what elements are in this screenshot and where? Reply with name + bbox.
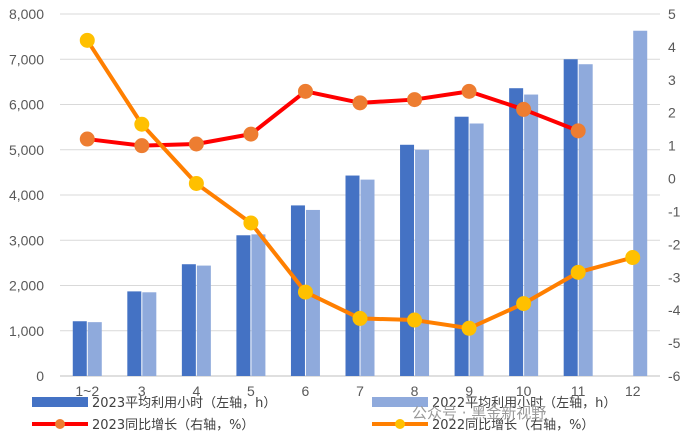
y-right-tick-label: 1 — [668, 138, 676, 154]
y-right-tick-label: -3 — [668, 269, 681, 285]
series-line — [85, 89, 581, 148]
bar — [290, 205, 305, 376]
legend: 2023平均利用小时（左轴，h） 2022平均利用小时（左轴，h） 2023同比增长… — [32, 396, 616, 433]
x-tick-label: 8 — [411, 383, 419, 399]
data-point — [407, 312, 423, 328]
x-tick-label: 4 — [192, 383, 200, 399]
bar — [415, 149, 430, 376]
bar — [360, 179, 375, 376]
x-tick-label: 9 — [465, 383, 473, 399]
data-point — [352, 95, 368, 111]
y-left-tick-label: 3,000 — [9, 232, 44, 248]
bar — [563, 59, 578, 376]
data-point — [570, 123, 586, 139]
data-point — [188, 175, 204, 191]
bar — [196, 265, 211, 376]
legend-marker — [395, 419, 405, 429]
y-right-tick-label: 2 — [668, 105, 676, 121]
bar — [524, 94, 539, 377]
y-left-tick-label: 2,000 — [9, 278, 44, 294]
y-right-tick-label: -2 — [668, 236, 681, 252]
data-point — [297, 83, 313, 99]
y-right-tick-label: -1 — [668, 203, 681, 219]
data-point — [243, 126, 259, 142]
bar — [305, 209, 320, 376]
legend-marker — [55, 419, 65, 429]
y-right-tick-label: -5 — [668, 335, 681, 351]
y-left-tick-label: 7,000 — [9, 51, 44, 67]
y-left-tick-label: 4,000 — [9, 187, 44, 203]
data-point — [79, 32, 95, 48]
y-right-tick-label: 3 — [668, 72, 676, 88]
data-point — [188, 136, 204, 152]
x-tick-label: 1~2 — [75, 383, 99, 399]
y-left-tick-label: 6,000 — [9, 97, 44, 113]
data-point — [625, 250, 641, 266]
y-left-tick-label: 5,000 — [9, 142, 44, 158]
bar — [181, 264, 196, 376]
data-point — [461, 320, 477, 336]
data-point — [243, 215, 259, 231]
data-point — [570, 264, 586, 280]
legend-label: 2022平均利用小时（左轴，h） — [432, 396, 616, 411]
data-point — [79, 131, 95, 147]
legend-swatch — [372, 397, 428, 407]
x-tick-label: 11 — [571, 383, 586, 399]
bar — [578, 64, 593, 376]
bar — [142, 292, 157, 376]
legend-label: 2022同比增长（右轴，%） — [432, 418, 594, 433]
data-point — [134, 138, 150, 154]
x-tick-label: 3 — [138, 383, 146, 399]
bar — [251, 234, 266, 376]
legend-label: 2023平均利用小时（左轴，h） — [92, 396, 276, 411]
y-right-tick-label: 0 — [668, 171, 676, 187]
data-point — [516, 101, 532, 117]
data-point — [297, 284, 313, 300]
bar — [345, 175, 360, 376]
data-point — [352, 310, 368, 326]
bar — [236, 235, 251, 376]
x-tick-label: 12 — [625, 383, 641, 399]
data-point — [516, 296, 532, 312]
bar — [469, 123, 484, 376]
legend-label: 2023同比增长（右轴，%） — [92, 418, 254, 433]
y-right-tick-label: 5 — [668, 6, 676, 22]
y-left-tick-label: 8,000 — [9, 6, 44, 22]
bar — [400, 144, 415, 376]
x-tick-label: 7 — [356, 383, 364, 399]
bar — [72, 321, 87, 376]
bar — [87, 322, 102, 376]
data-point — [461, 83, 477, 99]
axis-labels: 0 1,000 2,000 3,000 4,000 5,000 6,000 7,000 8,00… — [9, 6, 681, 399]
x-tick-label: 10 — [516, 383, 532, 399]
x-tick-label: 5 — [247, 383, 255, 399]
bar — [633, 30, 648, 377]
bar — [509, 88, 524, 377]
bar-group — [72, 30, 648, 377]
bar — [127, 291, 142, 376]
y-right-tick-label: 4 — [668, 39, 676, 55]
bar — [454, 116, 469, 376]
watermark: 公众号 · 黑金新视野 — [412, 404, 546, 422]
x-tick-label: 6 — [302, 383, 310, 399]
y-left-tick-label: 0 — [36, 368, 44, 384]
data-point — [134, 116, 150, 132]
y-right-tick-label: -4 — [668, 302, 681, 318]
y-right-tick-label: -6 — [668, 368, 681, 384]
y-left-tick-label: 1,000 — [9, 323, 44, 339]
legend-swatch — [32, 397, 88, 407]
line-group — [79, 32, 641, 336]
data-point — [407, 92, 423, 108]
